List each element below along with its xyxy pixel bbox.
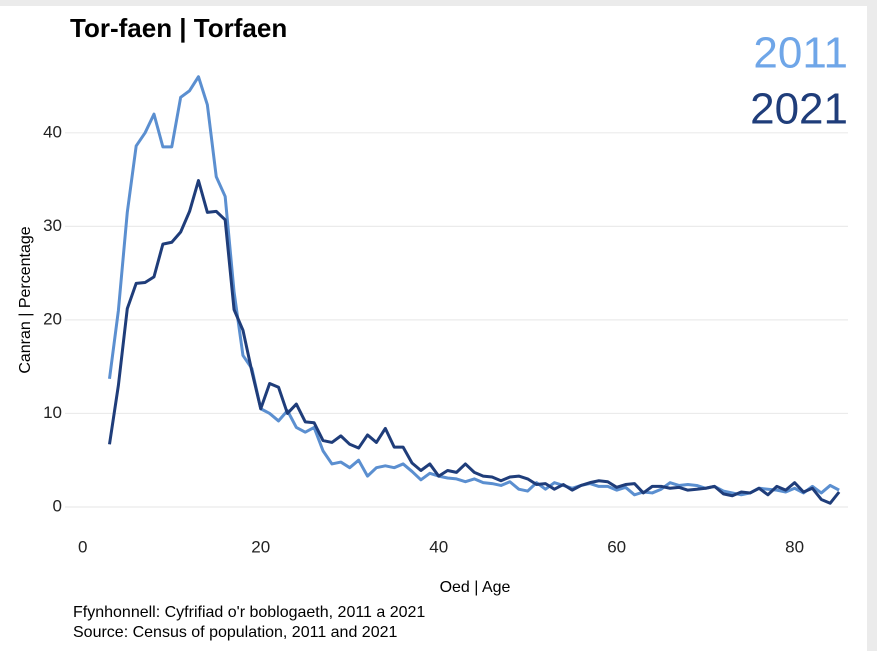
y-tick-label: 30 — [43, 216, 62, 235]
x-tick-label: 20 — [251, 537, 270, 556]
panel — [0, 6, 867, 651]
y-axis-label: Canran | Percentage — [17, 226, 34, 373]
source-note: Source: Census of population, 2011 and 2… — [73, 624, 397, 641]
series-line — [108, 179, 841, 505]
x-tick-label: 0 — [78, 537, 87, 556]
y-tick-label: 10 — [43, 403, 62, 422]
y-tick-label: 0 — [53, 496, 62, 515]
chart-title: Tor-faen | Torfaen — [70, 13, 287, 43]
x-tick-label: 40 — [429, 537, 448, 556]
x-tick-label: 80 — [785, 537, 804, 556]
legend-label: 2021 — [750, 85, 848, 134]
legend-label: 2011 — [753, 29, 848, 78]
x-axis-label: Oed | Age — [440, 579, 511, 596]
y-tick-label: 40 — [43, 122, 62, 141]
source-note: Ffynhonnell: Cyfrifiad o'r boblogaeth, 2… — [73, 604, 425, 621]
x-tick-label: 60 — [607, 537, 626, 556]
y-tick-label: 20 — [43, 309, 62, 328]
